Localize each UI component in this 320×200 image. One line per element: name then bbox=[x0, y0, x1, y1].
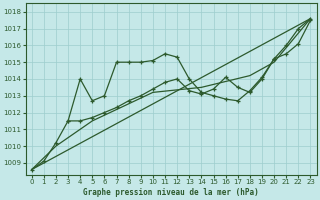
X-axis label: Graphe pression niveau de la mer (hPa): Graphe pression niveau de la mer (hPa) bbox=[83, 188, 259, 197]
